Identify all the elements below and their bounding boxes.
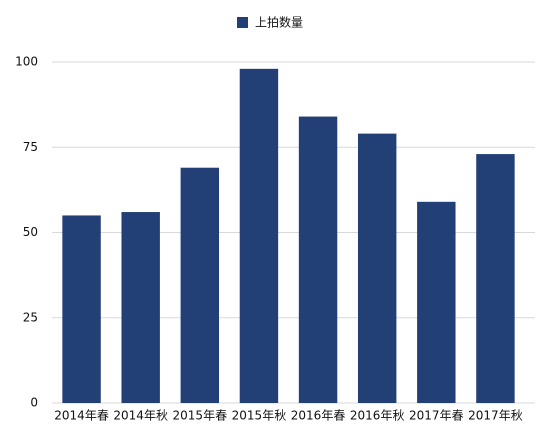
y-tick-label: 75 <box>23 140 38 154</box>
y-tick-label: 100 <box>15 55 38 69</box>
bar <box>298 116 338 403</box>
x-tick-label: 2016年春 <box>291 409 346 423</box>
x-tick-label: 2017年春 <box>409 409 464 423</box>
legend-swatch <box>237 17 248 28</box>
x-tick-label: 2015年春 <box>173 409 228 423</box>
bar <box>239 68 279 403</box>
bar <box>417 201 456 403</box>
x-tick-label: 2017年秋 <box>468 409 523 423</box>
x-tick-label: 2016年秋 <box>350 409 405 423</box>
bar <box>357 133 397 404</box>
legend-label: 上拍数量 <box>255 15 303 30</box>
bar <box>121 212 160 403</box>
x-tick-label: 2014年秋 <box>113 409 168 423</box>
x-tick-label: 2014年春 <box>54 409 109 423</box>
bar <box>180 167 220 403</box>
bar <box>476 154 515 403</box>
bar <box>62 215 101 403</box>
y-tick-label: 50 <box>23 225 38 239</box>
y-tick-label: 0 <box>30 396 38 410</box>
y-tick-label: 25 <box>23 310 38 324</box>
x-tick-label: 2015年秋 <box>232 409 287 423</box>
